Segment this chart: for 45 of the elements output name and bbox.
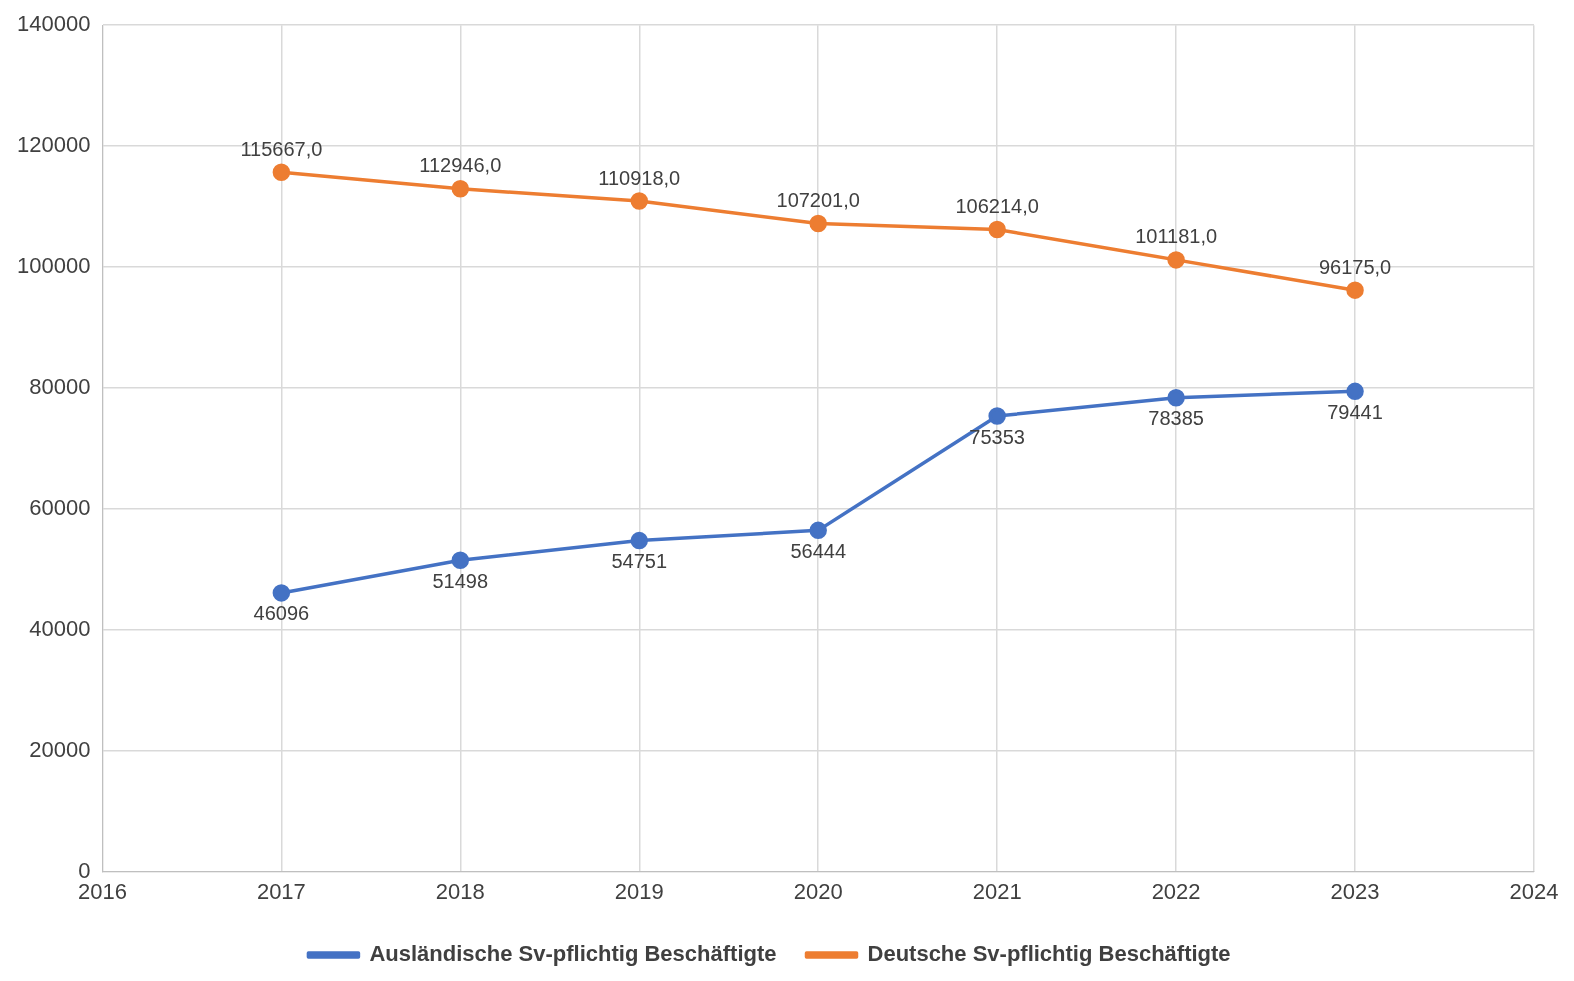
x-tick-label: 2022 [1151,878,1201,904]
x-tick-label: 2021 [972,878,1022,904]
x-tick-label: 2020 [793,878,843,904]
y-tick-label: 60000 [29,494,91,520]
y-tick-label: 40000 [29,615,91,641]
data-label: 106214,0 [955,194,1039,217]
x-tick-label: 2019 [614,878,664,904]
point [451,180,470,198]
point [1346,281,1364,299]
data-label: 112946,0 [419,154,502,177]
point [1167,388,1185,407]
y-tick-label: 120000 [16,132,91,158]
data-label: 75353 [969,425,1025,448]
x-tick-label: 2024 [1509,878,1559,904]
data-label: 78385 [1148,407,1204,430]
x-tick-label: 2018 [435,878,485,904]
point [272,584,291,602]
point [630,192,649,210]
data-label: 96175,0 [1318,255,1392,278]
data-label: 101181,0 [1135,225,1218,248]
y-tick-label: 100000 [16,253,91,279]
point [988,220,1006,239]
point [988,407,1006,425]
point [1167,251,1185,269]
data-label: 107201,0 [776,189,860,212]
point [1346,382,1364,401]
point [630,531,649,550]
data-label: 56444 [790,539,847,562]
data-label: 115667,0 [240,137,323,160]
point [809,521,827,540]
data-label: 51498 [432,569,489,592]
x-tick-label: 2017 [256,878,306,904]
data-label: 79441 [1327,400,1383,423]
legend-label: Deutsche Sv-pflichtig Beschäftigte [867,941,1231,967]
point [272,163,291,182]
data-label: 110918,0 [598,166,681,189]
x-tick-label: 2023 [1330,878,1380,904]
legend-label: Ausländische Sv-pflichtig Beschäftigte [369,941,777,967]
data-label: 54751 [611,550,668,573]
data-label: 46096 [253,602,310,625]
y-tick-label: 140000 [16,11,91,37]
y-tick-label: 80000 [29,374,91,400]
point [809,214,827,233]
y-tick-label: 20000 [29,736,91,762]
point [451,551,470,570]
